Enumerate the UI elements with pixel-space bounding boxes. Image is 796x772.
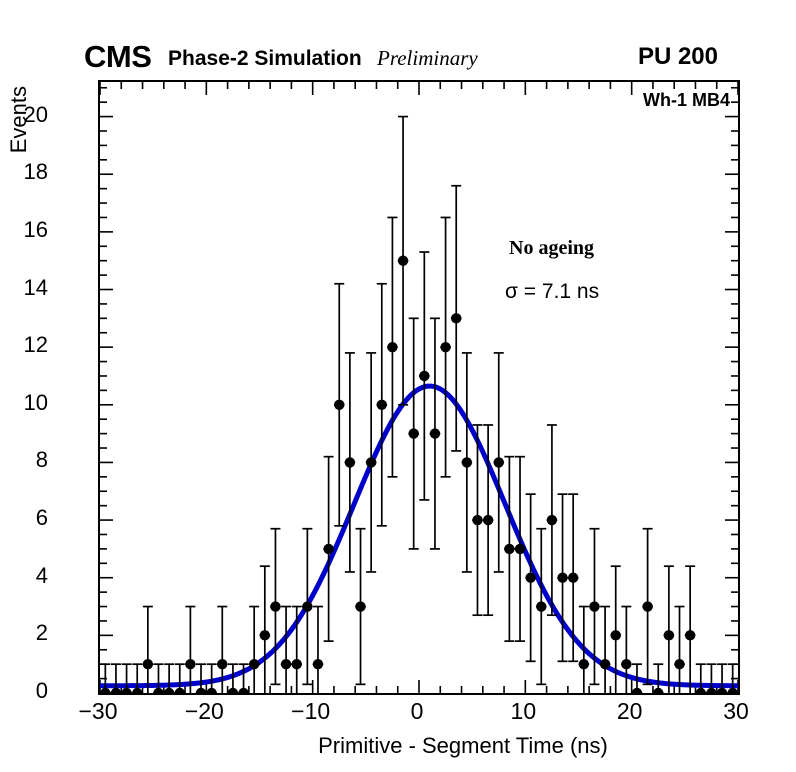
y-tick-label: 8 [35,447,48,473]
y-tick-label: 12 [23,332,48,358]
x-axis-title: Primitive - Segment Time (ns) [318,733,608,758]
axis-ticks [100,82,738,693]
data-markers [100,255,738,693]
plot-header: CMS Phase-2 Simulation Preliminary PU 20… [0,0,796,80]
wheel-station-label: Wh-1 MB4 [643,90,730,110]
error-bars [100,115,738,693]
x-tick-label: 30 [723,698,749,724]
x-tick-label: 0 [410,698,424,724]
x-tick-label: −10 [291,698,331,724]
plot-area: Wh-1 MB4 No ageing σ = 7.1 ns [98,80,740,695]
y-tick-label: 18 [23,159,48,185]
chart-canvas [100,82,738,693]
cms-logo-label: CMS [84,39,152,74]
x-tick-label: 20 [616,698,643,724]
y-tick-label: 0 [35,678,48,703]
simulation-label: Phase-2 Simulation [168,47,362,70]
x-tick-label: −30 [78,698,118,724]
pileup-label: PU 200 [637,43,718,70]
x-tick-label: 10 [510,698,537,724]
x-tick-label: −20 [184,698,224,724]
y-tick-label: 4 [35,562,48,588]
preliminary-label: Preliminary [377,46,478,70]
gaussian-fit-curve [100,383,738,689]
y-tick-label: 16 [23,216,48,242]
y-tick-label: 2 [35,620,48,646]
y-tick-label: 20 [23,101,48,127]
ageing-annotation: No ageing [509,237,594,259]
y-tick-label: 10 [23,389,48,415]
y-tick-label: 6 [35,505,48,531]
y-tick-label: 14 [23,274,48,300]
sigma-annotation: σ = 7.1 ns [505,280,600,303]
